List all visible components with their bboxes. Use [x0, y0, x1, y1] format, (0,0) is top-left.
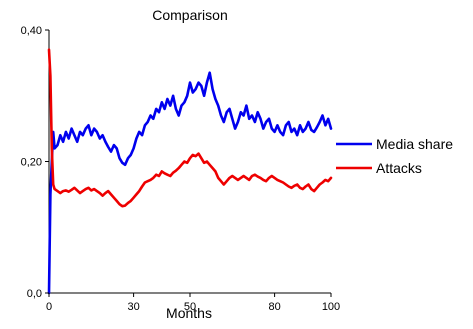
y-tick-label: 0,20 — [21, 157, 42, 169]
chart-legend: Media share Attacks — [336, 136, 453, 176]
x-tick-label: 30 — [127, 301, 139, 313]
chart-title: Comparison — [152, 7, 227, 23]
x-tick-label: 100 — [322, 301, 340, 313]
tick-labels: 0 30 50 80 100 0,0 0,20 0,40 — [21, 25, 341, 313]
series-line-media-share — [47, 71, 333, 295]
x-tick-label: 0 — [46, 301, 52, 313]
chart-axes — [48, 30, 331, 294]
y-tick-label: 0,40 — [21, 25, 42, 37]
x-tick-label: 50 — [184, 301, 196, 313]
x-tick-label: 80 — [268, 301, 280, 313]
legend-label-attacks: Attacks — [376, 160, 422, 176]
y-tick-label: 0,0 — [27, 288, 42, 300]
legend-label-media-share: Media share — [376, 136, 453, 152]
series-line-attacks — [47, 48, 333, 208]
x-axis-label: Months — [166, 305, 212, 321]
series-layer — [47, 48, 333, 295]
